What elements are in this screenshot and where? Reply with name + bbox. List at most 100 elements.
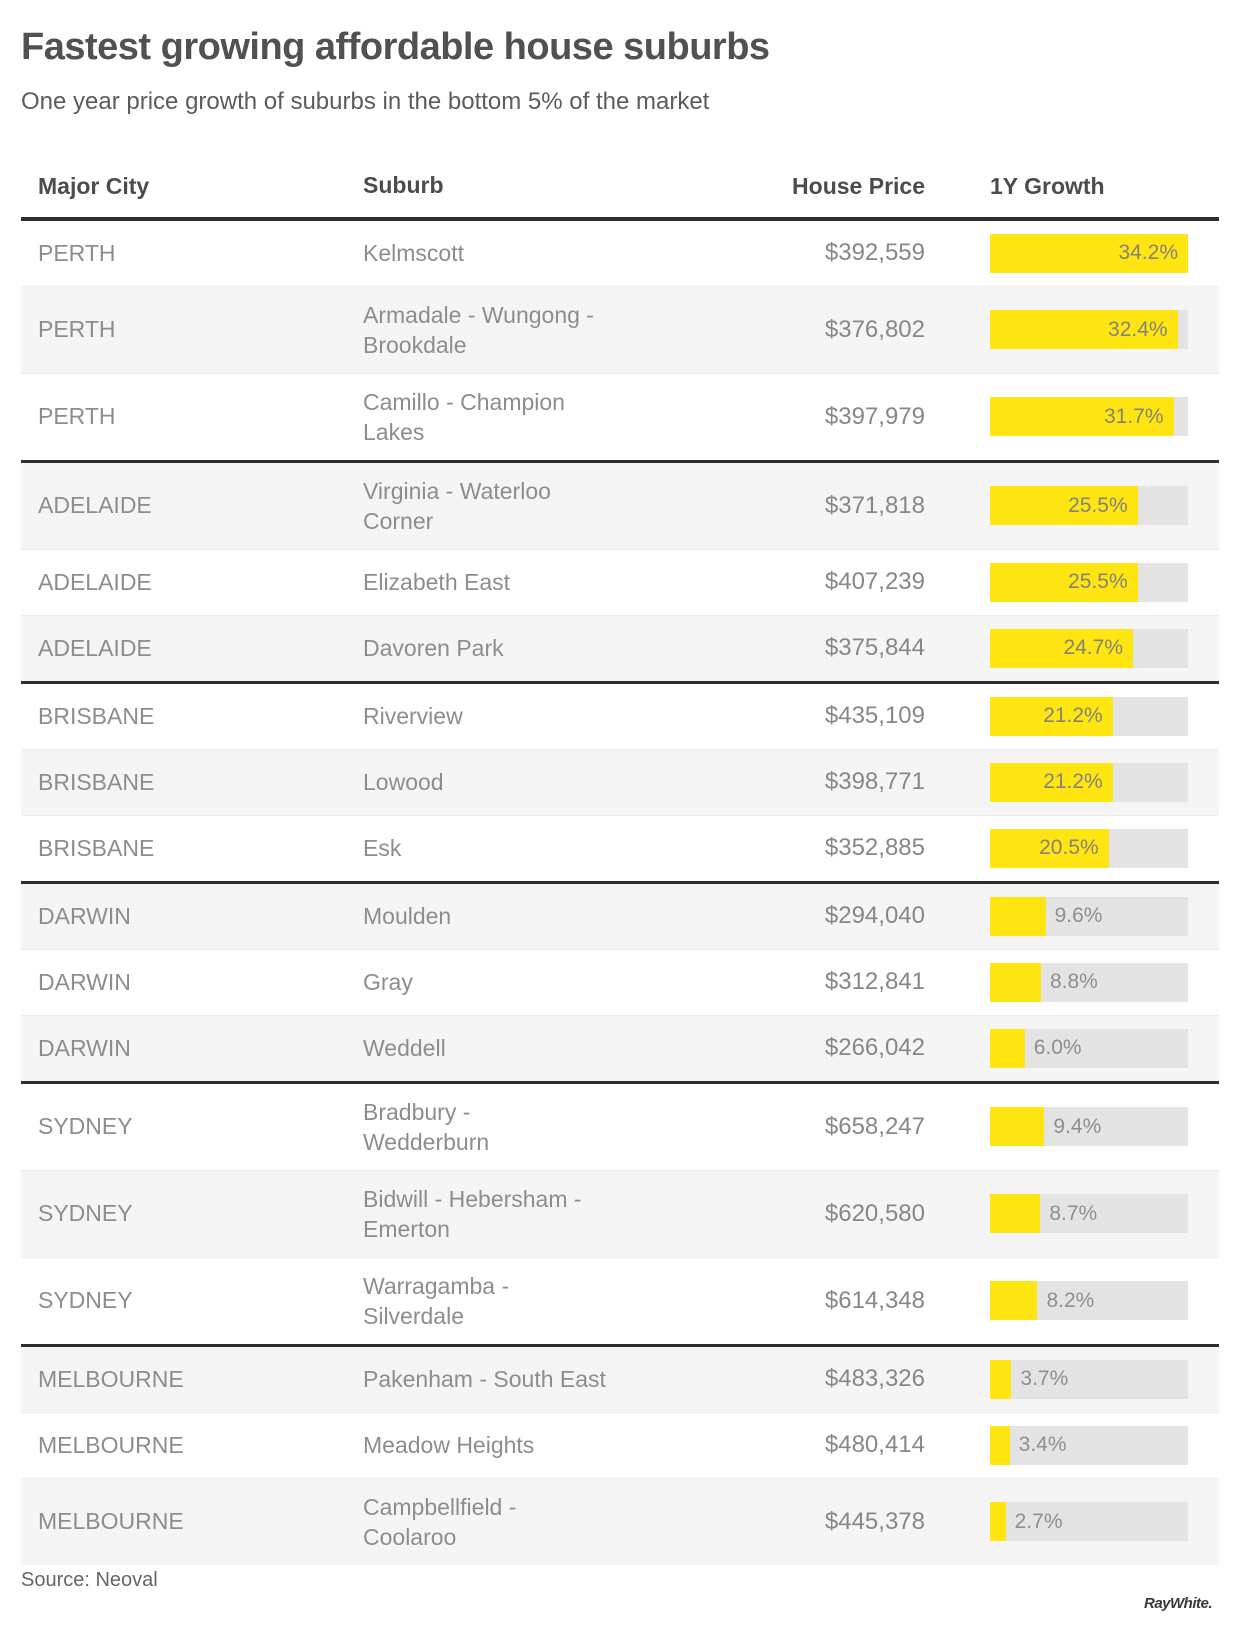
table-row: ADELAIDE Virginia - Waterloo Corner $371,8… bbox=[21, 459, 1219, 549]
suburb-cell: Campbellfield - Coolaroo bbox=[363, 1493, 517, 1550]
city-cell: BRISBANE bbox=[38, 834, 155, 861]
price-cell: $620,580 bbox=[824, 1199, 925, 1227]
growth-cell: 21.2% bbox=[925, 762, 1219, 802]
growth-cell: 2.7% bbox=[925, 1502, 1219, 1542]
growth-bar-track: 32.4% bbox=[990, 310, 1188, 350]
suburb-cell: Pakenham - South East bbox=[363, 1366, 606, 1393]
growth-label: 3.7% bbox=[1020, 1367, 1069, 1391]
suburb-cell: Moulden bbox=[363, 903, 452, 930]
suburb-cell: Warragamba - Silverdale bbox=[363, 1272, 510, 1329]
suburb-cell: Armadale - Wungong - Brookdale bbox=[363, 301, 594, 358]
suburb-cell: Elizabeth East bbox=[363, 569, 511, 596]
growth-bar-track: 8.8% bbox=[990, 962, 1188, 1002]
growth-cell: 25.5% bbox=[925, 562, 1219, 602]
table-row: BRISBANE Esk $352,885 20.5% bbox=[21, 814, 1219, 881]
growth-cell: 31.7% bbox=[925, 397, 1219, 437]
growth-label: 25.5% bbox=[1068, 570, 1128, 594]
city-cell: DARWIN bbox=[38, 902, 131, 929]
growth-bar-track: 3.7% bbox=[990, 1359, 1188, 1399]
table-row: ADELAIDE Elizabeth East $407,239 25.5% bbox=[21, 548, 1219, 615]
growth-bar-track: 9.6% bbox=[990, 896, 1188, 936]
growth-label: 25.5% bbox=[1068, 493, 1128, 517]
table-row: DARWIN Weddell $266,042 6.0% bbox=[21, 1014, 1219, 1081]
suburb-cell: Riverview bbox=[363, 703, 463, 730]
price-cell: $445,378 bbox=[824, 1507, 925, 1535]
price-cell: $294,040 bbox=[824, 902, 925, 930]
price-cell: $435,109 bbox=[824, 702, 925, 730]
price-cell: $266,042 bbox=[824, 1034, 925, 1062]
table-row: SYDNEY Bradbury - Wedderburn $658,247 9.4% bbox=[21, 1080, 1219, 1170]
table-body: PERTH Kelmscott $392,559 34.2% PERTH Armadale… bbox=[21, 221, 1219, 1565]
growth-cell: 9.6% bbox=[925, 896, 1219, 936]
growth-label: 9.6% bbox=[1054, 904, 1103, 928]
growth-bar-fill: 24.7% bbox=[990, 628, 1133, 668]
price-cell: $376,802 bbox=[824, 315, 925, 343]
page-title: Fastest growing affordable house suburbs bbox=[21, 26, 770, 68]
table-row: BRISBANE Lowood $398,771 21.2% bbox=[21, 748, 1219, 815]
growth-bar-fill bbox=[990, 1107, 1045, 1147]
growth-bar-track: 31.7% bbox=[990, 397, 1188, 437]
growth-label: 6.0% bbox=[1033, 1036, 1082, 1060]
price-cell: $371,818 bbox=[824, 491, 925, 519]
growth-bar-fill: 20.5% bbox=[990, 828, 1109, 868]
city-cell: SYDNEY bbox=[38, 1113, 133, 1140]
growth-label: 8.2% bbox=[1046, 1288, 1095, 1312]
price-cell: $658,247 bbox=[824, 1112, 925, 1140]
city-cell: ADELAIDE bbox=[38, 492, 152, 519]
city-cell: MELBOURNE bbox=[38, 1508, 184, 1535]
table-row: BRISBANE Riverview $435,109 21.2% bbox=[21, 680, 1219, 749]
table-row: PERTH Kelmscott $392,559 34.2% bbox=[21, 221, 1219, 286]
city-cell: SYDNEY bbox=[38, 1200, 133, 1227]
growth-label: 8.8% bbox=[1049, 970, 1098, 994]
growth-bar-track: 3.4% bbox=[990, 1425, 1188, 1465]
growth-cell: 24.7% bbox=[925, 628, 1219, 668]
price-cell: $397,979 bbox=[824, 402, 925, 430]
growth-bar-fill bbox=[990, 1028, 1025, 1068]
growth-bar-track: 25.5% bbox=[990, 562, 1188, 602]
city-cell: PERTH bbox=[38, 316, 116, 343]
growth-bar-fill bbox=[990, 896, 1046, 936]
table-row: MELBOURNE Pakenham - South East $483,326 3.… bbox=[21, 1343, 1219, 1412]
growth-bar-track: 9.4% bbox=[990, 1107, 1188, 1147]
growth-bar-track: 20.5% bbox=[990, 828, 1188, 868]
suburb-cell: Gray bbox=[363, 969, 413, 996]
growth-bar-fill: 21.2% bbox=[990, 696, 1113, 736]
growth-bar-fill bbox=[990, 1502, 1006, 1542]
growth-bar-track: 6.0% bbox=[990, 1028, 1188, 1068]
price-cell: $352,885 bbox=[824, 834, 925, 862]
growth-label: 21.2% bbox=[1043, 704, 1103, 728]
suburb-cell: Meadow Heights bbox=[363, 1432, 535, 1459]
city-cell: DARWIN bbox=[38, 968, 131, 995]
growth-label: 24.7% bbox=[1063, 636, 1123, 660]
suburb-cell: Bidwill - Hebersham - Emerton bbox=[363, 1185, 582, 1242]
price-cell: $398,771 bbox=[824, 768, 925, 796]
growth-bar-track: 34.2% bbox=[990, 233, 1188, 273]
price-cell: $392,559 bbox=[824, 239, 925, 267]
growth-bar-fill: 32.4% bbox=[990, 310, 1178, 350]
growth-label: 34.2% bbox=[1118, 241, 1178, 265]
raywhite-logo: RayWhite. bbox=[1138, 1539, 1218, 1620]
growth-cell: 3.4% bbox=[925, 1425, 1219, 1465]
growth-cell: 32.4% bbox=[925, 310, 1219, 350]
growth-cell: 8.2% bbox=[925, 1281, 1219, 1321]
growth-bar-fill: 31.7% bbox=[990, 397, 1174, 437]
suburb-cell: Bradbury - Wedderburn bbox=[363, 1098, 490, 1155]
column-header-major-city: Major City bbox=[38, 172, 150, 199]
city-cell: DARWIN bbox=[38, 1034, 131, 1061]
growth-bar-fill bbox=[990, 1194, 1041, 1234]
price-cell: $480,414 bbox=[824, 1431, 925, 1459]
suburb-cell: Virginia - Waterloo Corner bbox=[363, 477, 551, 534]
table-row: DARWIN Gray $312,841 8.8% bbox=[21, 948, 1219, 1015]
city-cell: ADELAIDE bbox=[38, 568, 152, 595]
price-cell: $407,239 bbox=[824, 568, 925, 596]
growth-bar-track: 21.2% bbox=[990, 696, 1188, 736]
growth-bar-track: 8.7% bbox=[990, 1194, 1188, 1234]
price-cell: $483,326 bbox=[824, 1365, 925, 1393]
growth-bar-track: 21.2% bbox=[990, 762, 1188, 802]
price-cell: $375,844 bbox=[824, 634, 925, 662]
source-text: Source: Neoval bbox=[21, 1569, 158, 1591]
growth-bar-track: 8.2% bbox=[990, 1281, 1188, 1321]
table-row: SYDNEY Warragamba - Silverdale $614,348 8.2… bbox=[21, 1256, 1219, 1344]
table-row: SYDNEY Bidwill - Hebersham - Emerton $620,… bbox=[21, 1169, 1219, 1257]
